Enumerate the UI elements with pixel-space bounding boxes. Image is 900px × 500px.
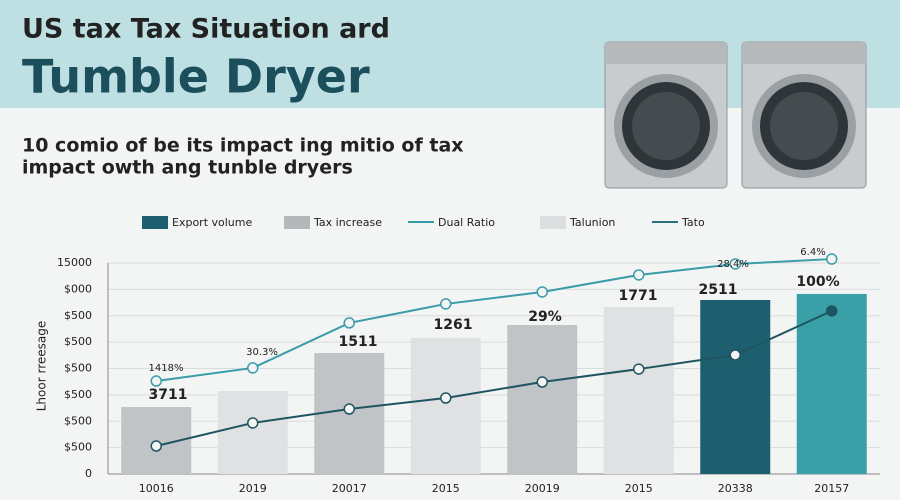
- chart-subtitle: Tumble Dryer: [22, 50, 370, 104]
- annotation: 3711: [149, 387, 188, 403]
- y-tick-label: $000: [64, 282, 92, 295]
- x-tick-label: 2015: [432, 482, 460, 495]
- annotation: 30.3%: [246, 347, 278, 358]
- y-tick-label: 15000: [57, 256, 92, 269]
- y-tick-label: 0: [85, 467, 92, 480]
- annotation: 1418%: [149, 363, 184, 374]
- annotation: 6.4%: [800, 247, 825, 258]
- legend-label: Export volume: [172, 216, 252, 229]
- line-point: [729, 258, 741, 270]
- legend-label: Tax increase: [313, 216, 382, 229]
- y-tick-label: $500: [64, 335, 92, 348]
- bar: [700, 299, 771, 474]
- description-line: impact owth ang tunble dryers: [22, 157, 353, 179]
- bar: [796, 293, 867, 474]
- bar: [603, 307, 674, 474]
- line-point: [826, 305, 838, 317]
- x-tick-label: 20338: [718, 482, 753, 495]
- line: [156, 310, 833, 447]
- line-point: [729, 349, 741, 361]
- line-point: [247, 362, 259, 374]
- legend-label: Tato: [681, 216, 705, 229]
- line-point: [150, 440, 162, 452]
- chart-title: US tax Tax Situation ard: [22, 14, 390, 45]
- y-tick-label: $500: [64, 441, 92, 454]
- annotation: 100%: [796, 274, 839, 290]
- annotation: 2511: [699, 282, 738, 298]
- line-point: [440, 298, 452, 310]
- y-tick-label: $500: [64, 362, 92, 375]
- line-point: [343, 317, 355, 329]
- annotation: 1511: [339, 334, 378, 350]
- dryer-illustration: [604, 41, 867, 189]
- line-point: [633, 269, 645, 281]
- line-point: [826, 253, 838, 265]
- line-point: [343, 403, 355, 415]
- bar: [217, 391, 288, 474]
- x-tick-label: 2015: [625, 482, 653, 495]
- annotation: 1771: [619, 288, 658, 304]
- annotation: 1261: [434, 317, 473, 333]
- line-point: [150, 375, 162, 387]
- x-tick-label: 10016: [139, 482, 174, 495]
- line-point: [536, 286, 548, 298]
- legend-label: Dual Ratio: [438, 216, 495, 229]
- x-tick-label: 20157: [814, 482, 849, 495]
- legend-swatch: [284, 216, 310, 229]
- x-tick-label: 20019: [525, 482, 560, 495]
- legend-swatch: [142, 216, 168, 229]
- legend-label: Talunion: [569, 216, 615, 229]
- y-tick-label: $500: [64, 309, 92, 322]
- line: [156, 258, 832, 383]
- bar: [410, 337, 481, 474]
- line-point: [536, 376, 548, 388]
- y-tick-label: $500: [64, 388, 92, 401]
- line-point: [440, 392, 452, 404]
- annotation: 29%: [528, 309, 562, 325]
- x-tick-label: 20017: [332, 482, 367, 495]
- annotation: 28.4%: [717, 259, 749, 270]
- line-point: [247, 417, 259, 429]
- bar: [507, 325, 578, 474]
- y-axis-label: Lhoor rreesage: [35, 321, 49, 412]
- y-tick-label: $500: [64, 414, 92, 427]
- line-point: [633, 363, 645, 375]
- legend-swatch: [540, 216, 566, 229]
- description-line: 10 comio of be its impact ing mitio of t…: [22, 135, 464, 157]
- x-tick-label: 2019: [239, 482, 267, 495]
